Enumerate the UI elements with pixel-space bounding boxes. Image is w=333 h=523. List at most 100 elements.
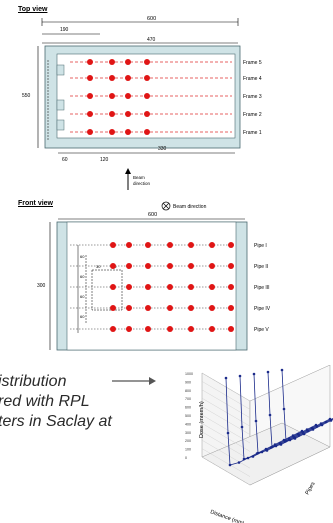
top-view-title: Top view xyxy=(18,6,48,13)
detector-dot xyxy=(110,284,116,290)
plot-ytick: 600 xyxy=(185,406,191,410)
dose-point xyxy=(293,437,297,440)
plot-ytick: 100 xyxy=(185,448,191,452)
dose-point xyxy=(270,445,274,449)
detector-dot xyxy=(125,59,131,65)
small-dim-3: 60 xyxy=(80,294,85,299)
pipe-label: Pipe IV xyxy=(254,306,271,312)
detector-dot xyxy=(209,305,215,311)
detector-dot xyxy=(228,263,234,269)
detector-dot xyxy=(109,93,115,99)
small-dim-4: 60 xyxy=(80,314,85,319)
detector-dot xyxy=(209,326,215,332)
dose-point xyxy=(302,432,306,436)
detector-dot xyxy=(126,326,132,332)
detector-dot xyxy=(145,242,151,248)
detector-dot xyxy=(144,93,150,99)
detector-dot xyxy=(209,263,215,269)
pipe-label: Pipe V xyxy=(254,327,269,333)
small-dim-1: 60 xyxy=(80,254,85,259)
pipe-label: Pipe II xyxy=(254,264,268,270)
detector-dot xyxy=(188,284,194,290)
detector-dot xyxy=(228,242,234,248)
plot-ytick: 1000 xyxy=(185,372,193,376)
dose-point xyxy=(268,413,272,417)
detector-dot xyxy=(209,242,215,248)
plot-xlabel: Distance (mm) xyxy=(209,509,245,523)
frame-label: Frame 3 xyxy=(243,94,262,100)
dose-point xyxy=(254,419,258,423)
beam-label-line2: direction xyxy=(133,181,151,186)
plot-ylabel: Dose (mrem/h) xyxy=(199,401,205,438)
detector-dot xyxy=(109,111,115,117)
dose-point xyxy=(252,372,256,376)
caption-block: istribution red with RPL ters in Saclay … xyxy=(0,372,112,432)
front-view-diagram: Beam direction 600 300 60 60 60 60 30 20… xyxy=(37,201,271,351)
front-beam-label: Beam direction xyxy=(173,204,207,210)
small-dim-2: 60 xyxy=(80,274,85,279)
caption-arrow xyxy=(112,377,156,385)
plot-ytick: 0 xyxy=(185,456,187,460)
dim-left-height: 550 xyxy=(22,93,31,99)
detector-dot xyxy=(110,305,116,311)
detector-dot xyxy=(126,305,132,311)
top-view-diagram: 190 600 470 550 60 120 330 Frame 5 Frame … xyxy=(22,16,262,190)
dose-point xyxy=(282,407,286,411)
dose-point xyxy=(251,455,255,458)
detector-dot xyxy=(188,305,194,311)
detector-dot xyxy=(110,326,116,332)
detector-dot xyxy=(228,305,234,311)
caption-line-3: ters in Saclay at xyxy=(0,413,112,430)
plot-ytick: 900 xyxy=(185,380,191,384)
detector-dot xyxy=(188,242,194,248)
plot-zlabel: Pipes xyxy=(305,481,317,496)
dim-front-top: 600 xyxy=(148,212,157,218)
detector-dot xyxy=(167,305,173,311)
plot-ytick: 700 xyxy=(185,397,191,401)
beam-label-line1: Beam xyxy=(133,175,145,180)
dim-bottom-right: 330 xyxy=(158,146,167,152)
detector-dot xyxy=(109,59,115,65)
detector-dot xyxy=(125,93,131,99)
detector-dot xyxy=(110,263,116,269)
plot-ytick: 300 xyxy=(185,431,191,435)
detector-dot xyxy=(87,129,93,135)
small-dim-5: 30 xyxy=(96,264,101,269)
dose-point xyxy=(265,449,269,452)
detector-dot xyxy=(145,326,151,332)
detector-dot xyxy=(144,75,150,81)
detector-dot xyxy=(167,263,173,269)
dose-point xyxy=(279,443,283,446)
dose-point xyxy=(228,463,232,467)
dose-point xyxy=(280,368,284,372)
frame-label: Frame 2 xyxy=(243,112,262,118)
dose-point xyxy=(329,419,333,422)
detector-dot xyxy=(125,75,131,81)
dose-point xyxy=(226,431,230,435)
plot-ytick: 500 xyxy=(185,414,191,418)
pipe-label: Pipe I xyxy=(254,243,267,249)
detector-dot xyxy=(126,242,132,248)
dim-bottom-left: 60 xyxy=(62,157,68,163)
detector-dot xyxy=(87,93,93,99)
detector-dot xyxy=(188,326,194,332)
dose-point xyxy=(224,376,228,380)
dim-bottom-mid: 120 xyxy=(100,157,109,163)
detector-dot xyxy=(145,284,151,290)
dose-point xyxy=(256,451,260,455)
dose-point xyxy=(284,439,288,443)
detector-dot xyxy=(228,326,234,332)
dose-point xyxy=(266,370,270,374)
frame-label: Frame 5 xyxy=(243,60,262,66)
detector-dot xyxy=(87,59,93,65)
plot-ytick: 200 xyxy=(185,439,191,443)
dose-point xyxy=(320,423,324,427)
dim-front-left: 300 xyxy=(37,283,46,289)
dose-point xyxy=(240,425,244,429)
caption-line-1: istribution xyxy=(0,373,67,390)
caption-line-2: red with RPL xyxy=(0,393,90,410)
dose-point xyxy=(242,457,246,461)
detector-dot xyxy=(87,111,93,117)
detector-dot xyxy=(209,284,215,290)
